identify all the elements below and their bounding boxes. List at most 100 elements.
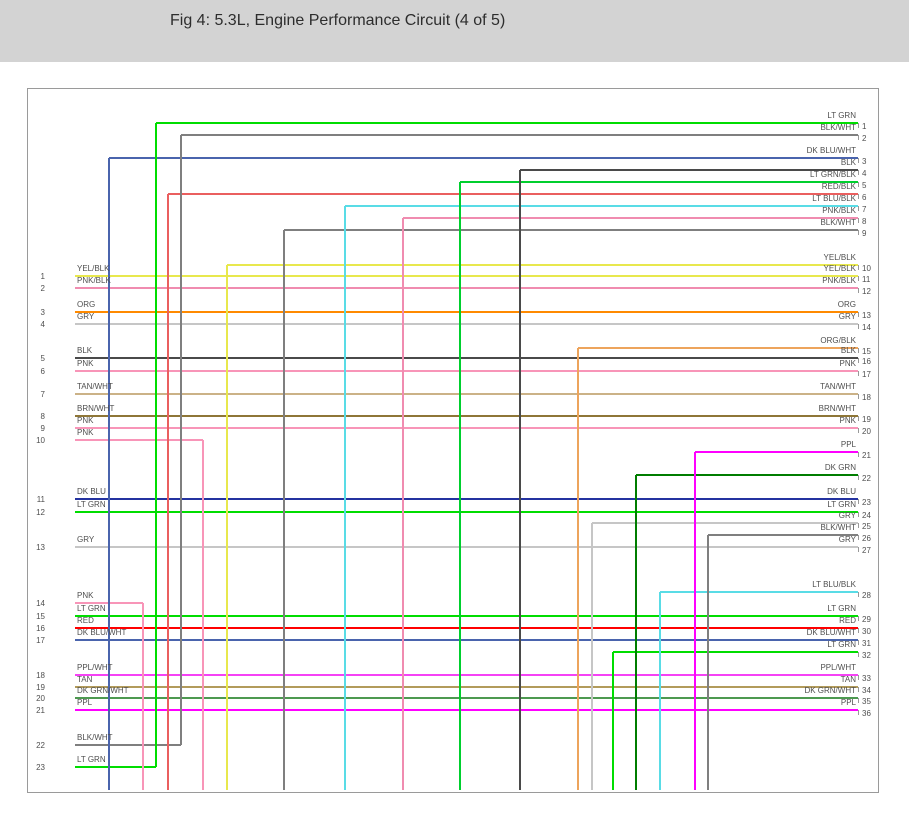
- wire-v-blk-wht: [180, 135, 182, 745]
- right-pin-number: 7: [862, 205, 867, 214]
- right-pin-label: LT BLU/BLK: [812, 194, 856, 203]
- wire-v-lt-grn: [155, 123, 157, 767]
- right-pin-tick: [858, 698, 859, 703]
- right-pin-number: 2: [862, 134, 867, 143]
- wire-v-lt-grn-blk: [459, 182, 461, 790]
- left-pin-number: 9: [40, 424, 45, 433]
- left-pin-label: YEL/BLK: [77, 264, 110, 273]
- right-pin-label: BLK/WHT: [820, 523, 856, 532]
- wire-h-dk-blu: [75, 498, 858, 500]
- wire-v-ppl: [694, 452, 696, 790]
- wire-h-lt-grn: [613, 651, 858, 653]
- right-pin-tick: [858, 194, 859, 199]
- right-pin-label: TAN/WHT: [820, 382, 856, 391]
- left-pin-label: BLK/WHT: [77, 733, 113, 742]
- right-pin-label: GRY: [838, 312, 856, 321]
- right-pin-label: YEL/BLK: [823, 264, 856, 273]
- left-pin-number: 22: [36, 741, 45, 750]
- right-pin-label: BLK/WHT: [820, 218, 856, 227]
- wire-h-blk-wht: [284, 229, 858, 231]
- wire-h-yel-blk: [75, 275, 858, 277]
- right-pin-tick: [858, 123, 859, 128]
- page-title: Fig 4: 5.3L, Engine Performance Circuit …: [170, 12, 506, 29]
- right-pin-tick: [858, 276, 859, 281]
- left-pin-label: LT GRN: [77, 604, 106, 613]
- wire-v-yel-blk: [226, 265, 228, 790]
- right-pin-number: 18: [862, 393, 871, 402]
- left-pin-label: DK BLU/WHT: [77, 628, 127, 637]
- right-pin-tick: [858, 616, 859, 621]
- right-pin-label: LT GRN/BLK: [810, 170, 856, 179]
- wire-h-lt-grn-blk: [460, 181, 858, 183]
- right-pin-tick: [858, 640, 859, 645]
- left-pin-number: 16: [36, 624, 45, 633]
- left-pin-number: 20: [36, 694, 45, 703]
- right-pin-label: PNK: [839, 359, 856, 368]
- right-pin-number: 24: [862, 511, 871, 520]
- right-pin-label: PNK/BLK: [822, 276, 856, 285]
- right-pin-number: 35: [862, 697, 871, 706]
- wire-v-pnk: [142, 603, 144, 790]
- right-pin-number: 6: [862, 193, 867, 202]
- left-pin-label: TAN: [77, 675, 93, 684]
- left-pin-number: 13: [36, 543, 45, 552]
- left-pin-label: TAN/WHT: [77, 382, 113, 391]
- right-pin-number: 36: [862, 709, 871, 718]
- right-pin-number: 4: [862, 169, 867, 178]
- right-pin-number: 12: [862, 287, 871, 296]
- right-pin-tick: [858, 182, 859, 187]
- right-pin-number: 32: [862, 651, 871, 660]
- left-pin-label: BLK: [77, 346, 93, 355]
- wire-v-lt-blu-blk: [344, 206, 346, 790]
- left-pin-label: GRY: [77, 312, 95, 321]
- wire-v-red-blk: [167, 194, 169, 790]
- right-pin-tick: [858, 535, 859, 540]
- left-pin-label: DK GRN/WHT: [77, 686, 129, 695]
- wire-h-lt-grn: [156, 122, 858, 124]
- right-pin-number: 31: [862, 639, 871, 648]
- right-pin-tick: [858, 416, 859, 421]
- left-pin-label: PPL: [77, 698, 93, 707]
- right-pin-number: 9: [862, 229, 867, 238]
- wire-h-brn-wht: [75, 415, 858, 417]
- left-pin-label: PNK: [77, 591, 94, 600]
- right-pin-label: BLK/WHT: [820, 123, 856, 132]
- wire-h-yel-blk: [227, 264, 858, 266]
- wire-v-org-blk: [577, 348, 579, 790]
- right-pin-tick: [858, 170, 859, 175]
- right-pin-number: 11: [862, 275, 871, 284]
- right-pin-label: RED: [839, 616, 856, 625]
- wire-h-gry: [75, 323, 858, 325]
- right-pin-tick: [858, 710, 859, 715]
- right-pin-tick: [858, 348, 859, 353]
- wire-h-dk-grn: [636, 474, 858, 476]
- right-pin-tick: [858, 324, 859, 329]
- right-pin-tick: [858, 452, 859, 457]
- right-pin-tick: [858, 371, 859, 376]
- right-pin-label: PNK/BLK: [822, 206, 856, 215]
- wire-h-blk-wht: [708, 534, 858, 536]
- right-pin-label: PPL: [840, 698, 856, 707]
- right-pin-label: DK BLU/WHT: [806, 146, 856, 155]
- left-pin-number: 21: [36, 706, 45, 715]
- right-pin-tick: [858, 675, 859, 680]
- right-pin-tick: [858, 652, 859, 657]
- right-pin-tick: [858, 265, 859, 270]
- right-pin-tick: [858, 523, 859, 528]
- right-pin-label: RED/BLK: [821, 182, 856, 191]
- left-pin-label: LT GRN: [77, 500, 106, 509]
- wire-h-lt-grn: [75, 615, 858, 617]
- right-pin-label: PPL: [840, 440, 856, 449]
- right-pin-tick: [858, 218, 859, 223]
- wire-h-ppl-wht: [75, 674, 858, 676]
- right-pin-tick: [858, 288, 859, 293]
- wire-h-pnk-blk: [403, 217, 858, 219]
- left-pin-label: PNK: [77, 416, 94, 425]
- wire-h-org-blk: [578, 347, 858, 349]
- wire-h-dk-blu-wht: [109, 157, 858, 159]
- left-pin-number: 7: [40, 390, 45, 399]
- right-pin-number: 13: [862, 311, 871, 320]
- wire-h-blk-wht: [75, 744, 181, 746]
- right-pin-number: 27: [862, 546, 871, 555]
- left-pin-label: LT GRN: [77, 755, 106, 764]
